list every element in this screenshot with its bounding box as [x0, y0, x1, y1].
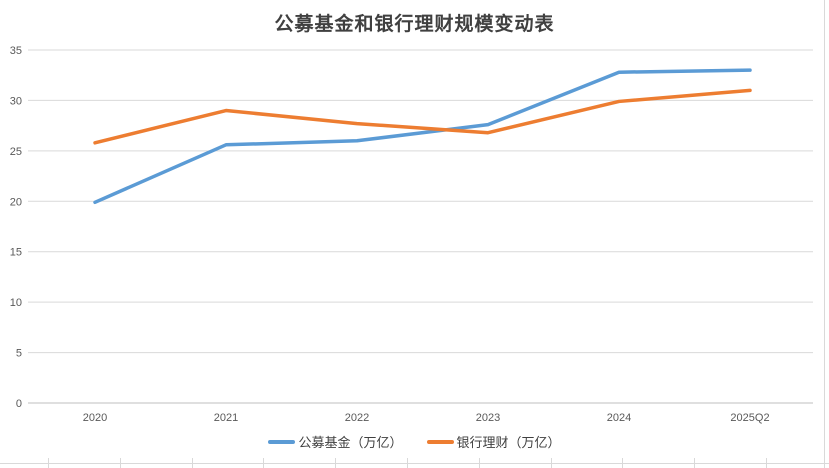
- chart-title: 公募基金和银行理财规模变动表: [274, 14, 555, 35]
- x-tick-label-2024: 2024: [607, 412, 631, 424]
- spreadsheet-column-border: [824, 0, 825, 468]
- legend-label-series-0: 公募基金（万亿）: [298, 435, 403, 450]
- series-0-color-dash-icon: [268, 439, 296, 444]
- spreadsheet-column-tick: [479, 458, 480, 468]
- y-tick-label-30: 30: [10, 95, 22, 107]
- spreadsheet-column-tick: [335, 458, 336, 468]
- x-tick-label-2021: 2021: [214, 412, 238, 424]
- spreadsheet-column-tick: [407, 458, 408, 468]
- y-tick-label-15: 15: [10, 247, 22, 259]
- y-tick-label-25: 25: [10, 146, 22, 158]
- x-tick-label-2022: 2022: [345, 412, 369, 424]
- legend-item-series-0[interactable]: 公募基金（万亿）: [268, 432, 403, 451]
- y-tick-label-0: 0: [16, 398, 22, 410]
- y-tick-label-20: 20: [10, 196, 22, 208]
- spreadsheet-row-border: [0, 463, 829, 464]
- y-tick-label-5: 5: [16, 348, 22, 360]
- series-line-0: [93, 68, 752, 205]
- spreadsheet-column-tick: [622, 458, 623, 468]
- x-tick-label-2023: 2023: [476, 412, 500, 424]
- y-tick-label-35: 35: [10, 45, 22, 57]
- x-tick-label-2025Q2: 2025Q2: [730, 412, 769, 424]
- spreadsheet-column-tick: [48, 458, 49, 468]
- spreadsheet-column-tick: [192, 458, 193, 468]
- legend-label-series-1: 银行理财（万亿）: [456, 435, 561, 450]
- spreadsheet-column-tick: [551, 458, 552, 468]
- spreadsheet-column-tick: [120, 458, 121, 468]
- legend-item-series-1[interactable]: 银行理财（万亿）: [426, 432, 561, 451]
- spreadsheet-column-tick: [766, 458, 767, 468]
- spreadsheet-column-tick: [263, 458, 264, 468]
- series-line-1: [93, 88, 752, 145]
- spreadsheet-column-tick: [694, 458, 695, 468]
- series-1-color-dash-icon: [426, 439, 454, 444]
- chart-legend: 公募基金（万亿） 银行理财（万亿）: [0, 432, 829, 451]
- y-tick-label-10: 10: [10, 297, 22, 309]
- x-tick-label-2020: 2020: [83, 412, 107, 424]
